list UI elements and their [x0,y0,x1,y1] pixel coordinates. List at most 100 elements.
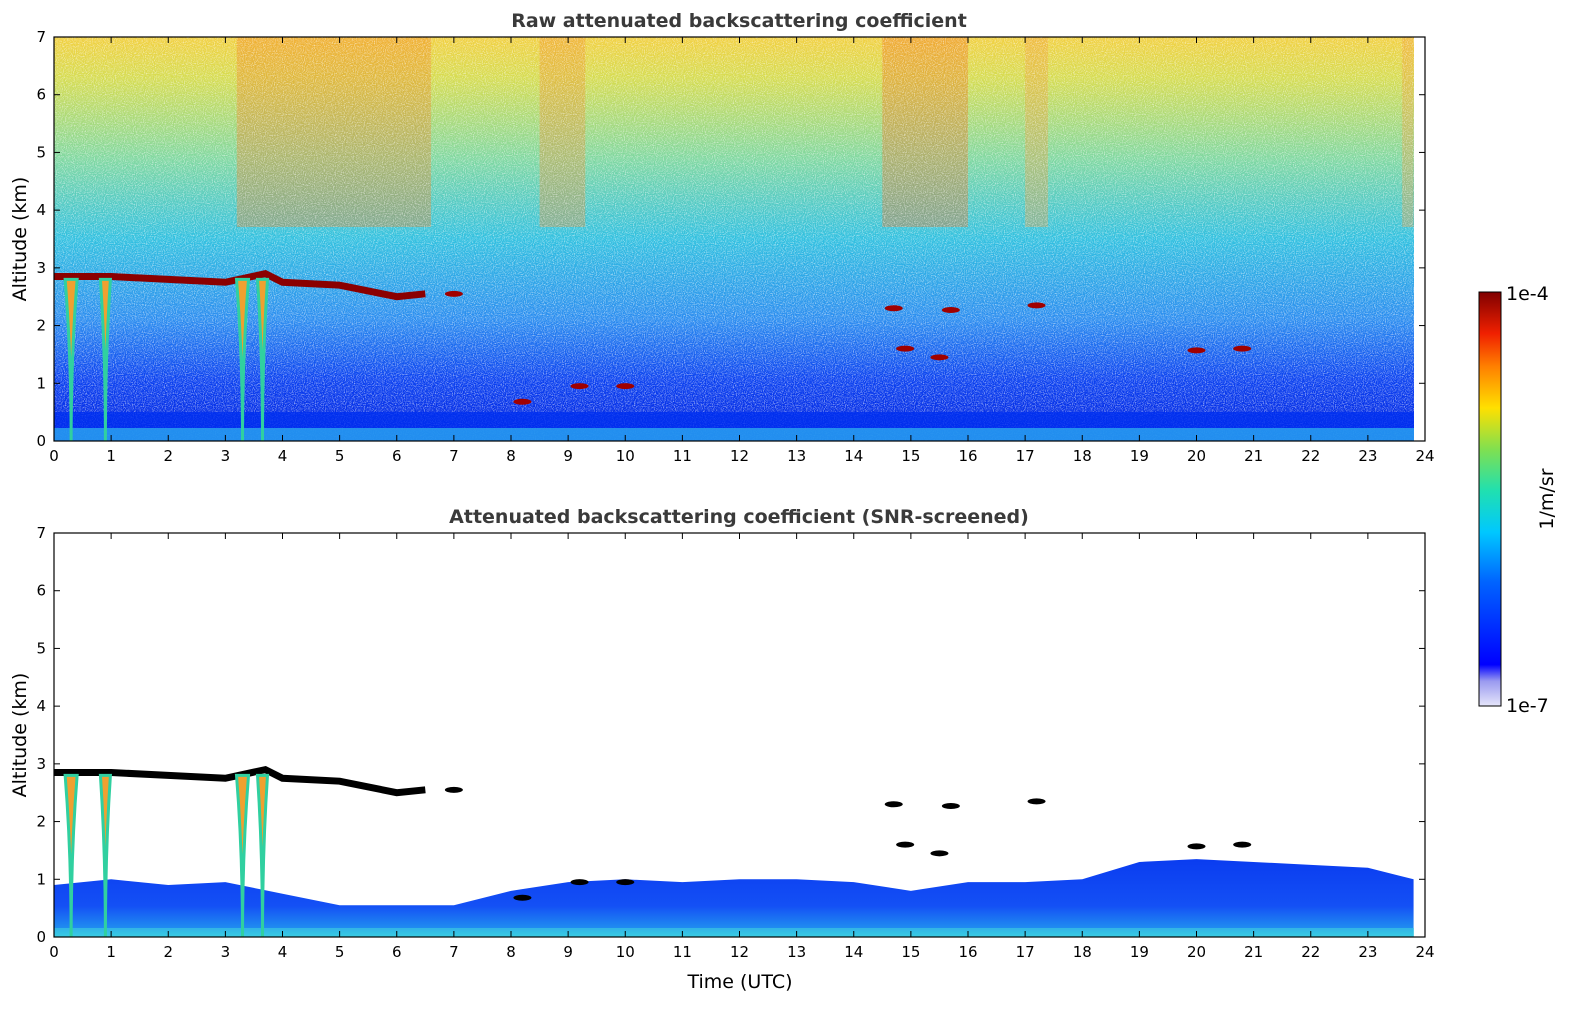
cloud-patch [930,850,949,857]
x-tick-label: 16 [958,943,977,961]
x-tick-label: 4 [278,447,288,465]
x-tick-label: 6 [392,447,402,465]
cloud-patch [941,802,960,809]
x-tick-label: 19 [1130,943,1149,961]
cloud-patch [616,383,635,390]
x-tick-label: 1 [106,943,116,961]
screened-y-axis: 0 1 2 3 4 5 6 7 [36,524,1425,946]
x-tick-label: 0 [49,447,59,465]
y-tick-label: 7 [36,28,46,46]
x-tick-label: 5 [335,943,345,961]
x-tick-label: 17 [1016,943,1035,961]
screened-x-axis: 0 1 2 3 4 5 6 7 8 9 10 11 12 13 14 15 16 17 18 19 20 21 22 23 24 [49,533,1435,961]
colorbar-unit-label: 1/m/sr [1536,468,1558,529]
x-tick-label: 23 [1358,447,1377,465]
x-tick-label: 18 [1073,943,1092,961]
cloud-patch [1187,843,1206,850]
cloud-patch [1233,841,1252,848]
x-tick-label: 15 [901,447,920,465]
x-tick-label: 20 [1187,943,1206,961]
cloud-layer [54,765,426,797]
x-tick-label: 10 [616,943,635,961]
screened-backscatter-panel: Attenuated backscattering coefficient (S… [9,506,1435,993]
x-tick-label: 9 [563,447,573,465]
cloud-patch [884,801,903,808]
x-tick-label: 21 [1244,943,1263,961]
x-tick-label: 19 [1130,447,1149,465]
x-tick-label: 3 [221,943,231,961]
raw-panel-title: Raw attenuated backscattering coefficien… [511,10,967,32]
raw-y-label: Altitude (km) [9,177,31,302]
x-tick-label: 10 [616,447,635,465]
x-tick-label: 13 [787,943,806,961]
x-tick-label: 6 [392,943,402,961]
x-tick-label: 2 [163,447,173,465]
colorbar-min-label: 1e-7 [1506,695,1549,717]
x-tick-label: 7 [449,447,459,465]
y-tick-label: 0 [36,928,46,946]
x-tick-label: 8 [506,943,516,961]
x-tick-label: 14 [844,943,863,961]
cloud-patch [884,305,903,312]
colorbar: 1e-4 1e-7 1/m/sr [1478,283,1558,717]
colorbar-max-label: 1e-4 [1506,283,1549,305]
cloud-patch [444,786,463,793]
boundary-layer-area [54,859,1414,937]
raw-heatmap [54,37,1414,441]
x-tick-label: 5 [335,447,345,465]
cloud-patch [896,841,915,848]
y-tick-label: 6 [36,86,46,104]
cloud-patch [1187,347,1206,354]
x-tick-label: 2 [163,943,173,961]
y-tick-label: 3 [36,755,46,773]
y-tick-label: 1 [36,870,46,888]
cloud-patch [616,879,635,886]
x-tick-label: 1 [106,447,116,465]
cloud-patch [1233,345,1252,352]
x-tick-label: 24 [1415,447,1434,465]
x-tick-label: 12 [730,943,749,961]
y-tick-label: 2 [36,813,46,831]
y-tick-label: 6 [36,582,46,600]
y-tick-label: 5 [36,639,46,657]
cloud-patch [570,879,589,886]
x-tick-label: 22 [1301,943,1320,961]
y-tick-label: 4 [36,697,46,715]
screened-y-label: Altitude (km) [9,673,31,798]
x-tick-label: 8 [506,447,516,465]
x-tick-label: 9 [563,943,573,961]
x-tick-label: 21 [1244,447,1263,465]
x-tick-label: 17 [1016,447,1035,465]
x-tick-label: 14 [844,447,863,465]
x-tick-label: 20 [1187,447,1206,465]
screened-panel-title: Attenuated backscattering coefficient (S… [449,506,1029,528]
x-tick-label: 4 [278,943,288,961]
cloud-patch [513,894,532,901]
screened-heatmap [54,533,1425,937]
cloud-patch [941,306,960,313]
cloud-patch [896,345,915,352]
y-tick-label: 7 [36,524,46,542]
x-tick-label: 24 [1415,943,1434,961]
x-tick-label: 22 [1301,447,1320,465]
cloud-patch [513,398,532,405]
y-tick-label: 5 [36,143,46,161]
cloud-patch [930,354,949,361]
x-tick-label: 12 [730,447,749,465]
x-tick-label: 16 [958,447,977,465]
raw-y-axis: 0 1 2 3 4 5 6 7 [36,28,1425,450]
x-tick-label: 0 [49,943,59,961]
y-tick-label: 0 [36,432,46,450]
x-tick-label: 23 [1358,943,1377,961]
x-axis-label: Time (UTC) [686,971,792,993]
x-tick-label: 11 [673,943,692,961]
x-tick-label: 13 [787,447,806,465]
y-tick-label: 1 [36,374,46,392]
raw-backscatter-panel: Raw attenuated backscattering coefficien… [9,10,1435,465]
colorbar-gradient [1478,291,1502,707]
y-tick-label: 4 [36,201,46,219]
cloud-patch [1027,798,1046,805]
y-tick-label: 2 [36,317,46,335]
x-tick-label: 7 [449,943,459,961]
